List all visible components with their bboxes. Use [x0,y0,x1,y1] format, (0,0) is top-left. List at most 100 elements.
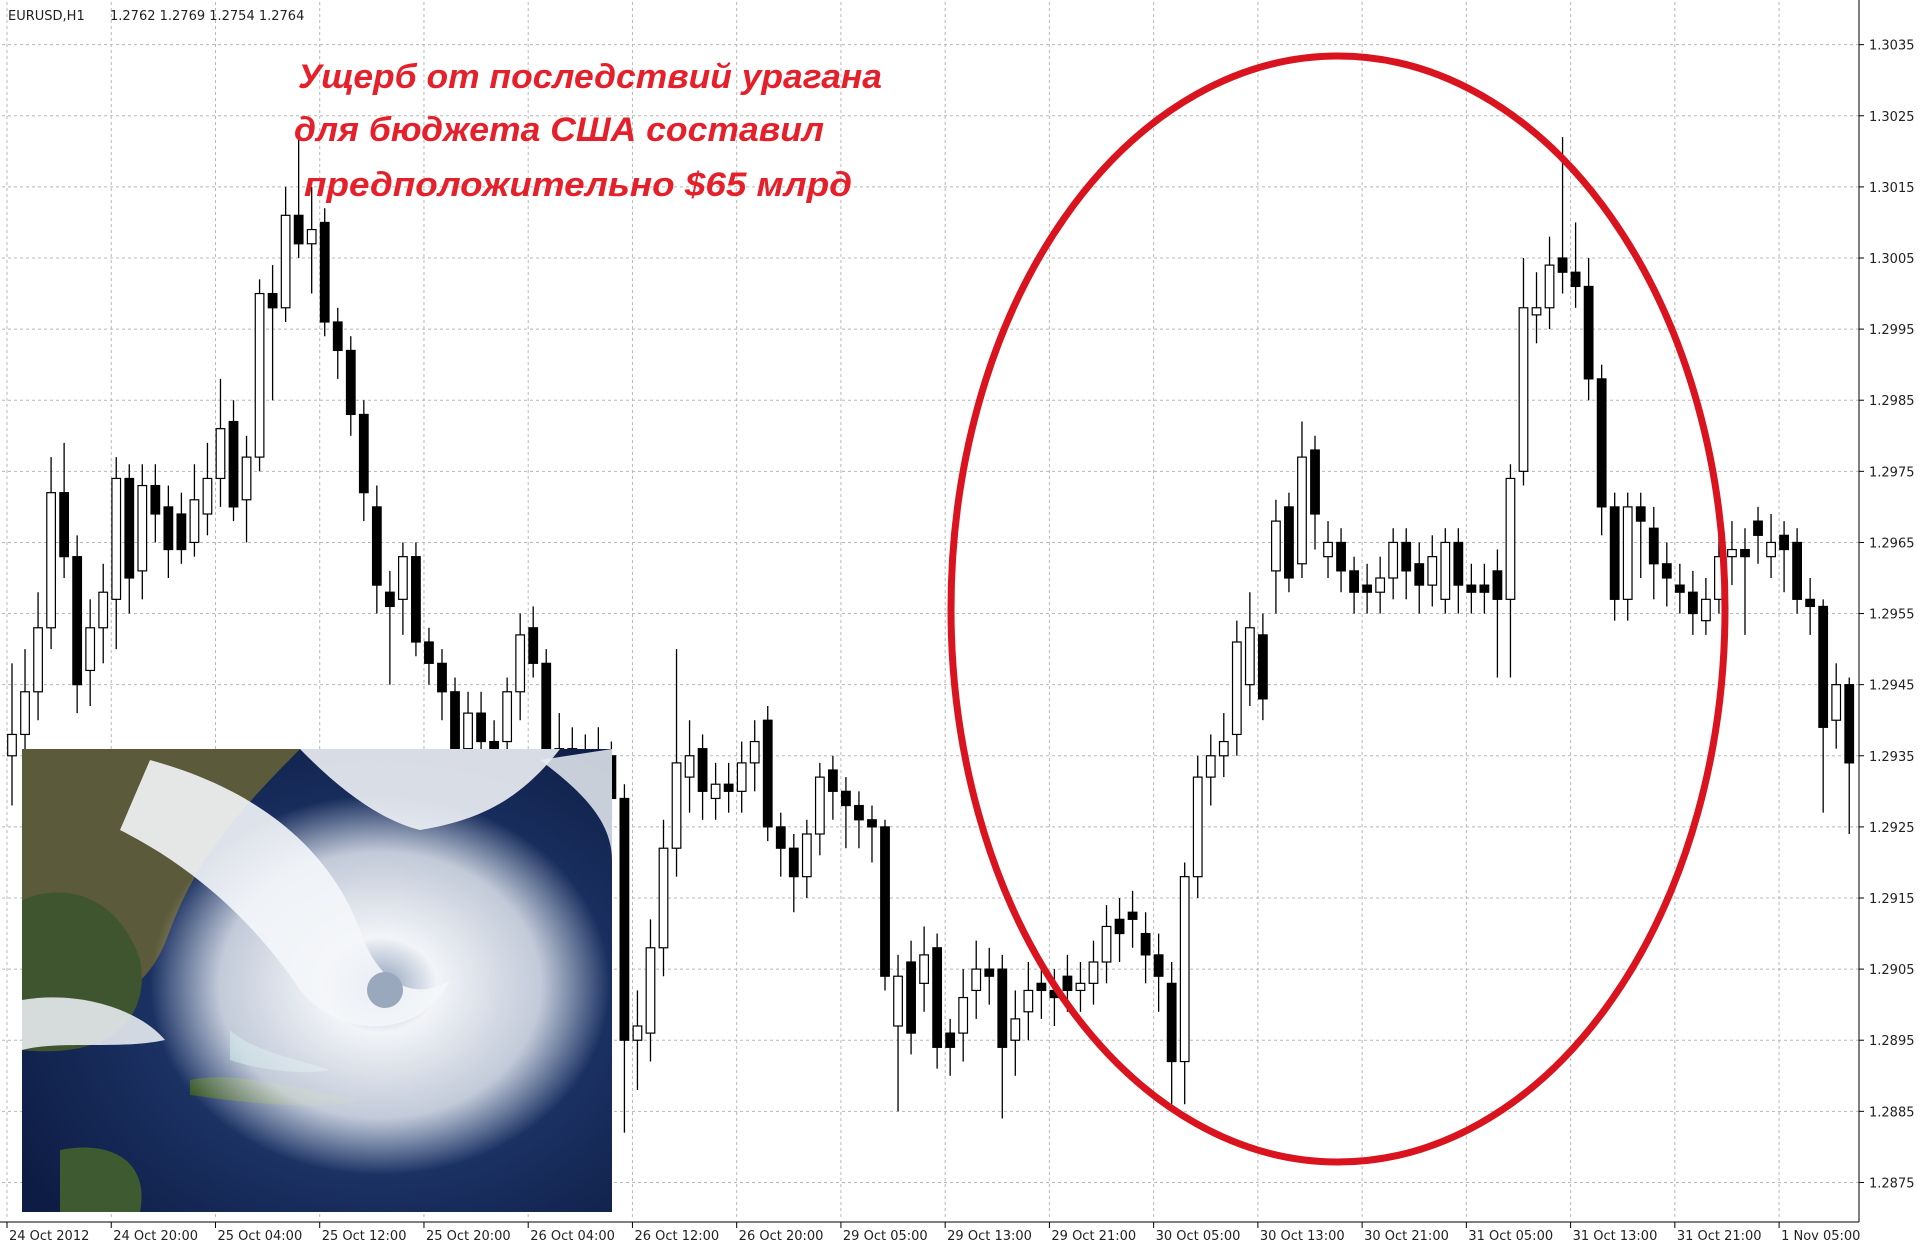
candle-body [1062,975,1073,992]
candle-body [1101,925,1112,963]
candle-body [906,961,916,1034]
candle-body [1648,527,1659,565]
candle-body [1727,548,1737,558]
candle-body [411,556,421,643]
candle-body [684,755,695,778]
candle-body [1179,876,1190,1063]
candle-body [398,556,408,600]
candle-body [1088,961,1099,984]
candle-body [619,797,630,1041]
x-tick-label: 29 Oct 05:00 [843,1229,928,1244]
y-tick-label: 1.2895 [1869,1034,1915,1049]
candle-body [528,627,539,664]
candle-body [98,591,109,629]
x-tick-label: 26 Oct 12:00 [634,1229,719,1244]
annotation: для бюджета США составил [294,111,824,149]
candle-body [1753,520,1763,536]
candle-body [1010,1018,1021,1041]
candle-body [814,776,825,835]
candle-body [1362,584,1373,593]
candle-body [254,292,265,458]
candle-body [437,662,447,693]
candle-body [59,492,70,558]
y-tick-label: 1.2875 [1869,1176,1915,1191]
y-tick-label: 1.2925 [1869,821,1915,836]
candle-body [241,456,252,501]
y-tick-label: 1.2975 [1869,465,1915,480]
candle-body [1205,755,1216,778]
annotation: предположительно $65 млрд [304,166,852,204]
candle-body [463,712,473,750]
candle-body [1323,541,1333,558]
candle-body [762,719,773,828]
candle-body [345,349,356,416]
candle-body [658,847,669,949]
candle-body [1844,684,1855,764]
candle-body [1505,477,1516,600]
candle-body [1583,285,1594,380]
candle-body [919,954,929,984]
candle-body [1297,456,1307,565]
x-tick-label: 24 Oct 20:00 [113,1229,198,1244]
candle-body [1479,584,1490,593]
candle-body [176,513,187,551]
y-tick-label: 1.3015 [1869,181,1915,196]
y-tick-label: 1.2955 [1869,608,1915,623]
candle-body [1023,989,1034,1013]
candle-body [697,748,708,792]
candle-body [1492,570,1503,600]
candle-body [1427,556,1438,586]
candle-body [1140,932,1151,956]
candle-body [189,499,200,544]
candle-body [20,691,30,736]
x-tick-label: 26 Oct 04:00 [530,1229,615,1244]
candle-body [867,819,877,828]
candle-body [854,804,864,821]
candle-body [958,996,969,1034]
y-tick-label: 1.3005 [1869,252,1915,267]
candle-body [163,506,174,551]
y-tick-label: 1.2985 [1869,394,1915,409]
candle-body [945,1032,956,1048]
y-tick-label: 1.2965 [1869,536,1915,551]
symbol: EURUSD,H1 [8,9,85,24]
candle-body [1166,982,1177,1063]
x-tick-label: 24 Oct 2012 [9,1229,89,1244]
candle-body [632,1025,643,1041]
grid [2,2,1859,1218]
candle-body [736,762,747,792]
candle-body [1792,541,1803,600]
candle-body [1310,449,1320,515]
candle-body [33,627,43,693]
candle-body [1218,740,1229,757]
candle-body [384,591,395,608]
candle-body [332,321,343,352]
candle-body [502,691,513,743]
candle-body [1075,982,1086,992]
candle-body [293,214,304,245]
candle-body [997,968,1008,1048]
candle-body [671,762,682,849]
candle-body [801,833,812,878]
candle-body [775,826,786,849]
candle-body [1609,506,1620,600]
candle-body [1557,257,1568,273]
candle-body [1244,627,1255,686]
candle-body [1687,591,1698,615]
highlight-ellipse [947,52,1729,1166]
candle-body [280,214,291,309]
candle-body [267,292,278,309]
candle-body [1336,541,1346,572]
candle-body [358,413,369,494]
x-tick-label: 26 Oct 20:00 [739,1229,824,1244]
quote: 1.2762 1.2769 1.2754 1.2764 [110,9,304,24]
candle-body [228,420,239,508]
x-tick-label: 30 Oct 13:00 [1260,1229,1345,1244]
candle-body [85,627,96,672]
candle-body [1779,534,1789,551]
y-tick-label: 1.3025 [1869,110,1915,125]
x-tick-label: 29 Oct 13:00 [947,1229,1032,1244]
candle-body [1440,541,1451,600]
candle-body [932,947,943,1048]
